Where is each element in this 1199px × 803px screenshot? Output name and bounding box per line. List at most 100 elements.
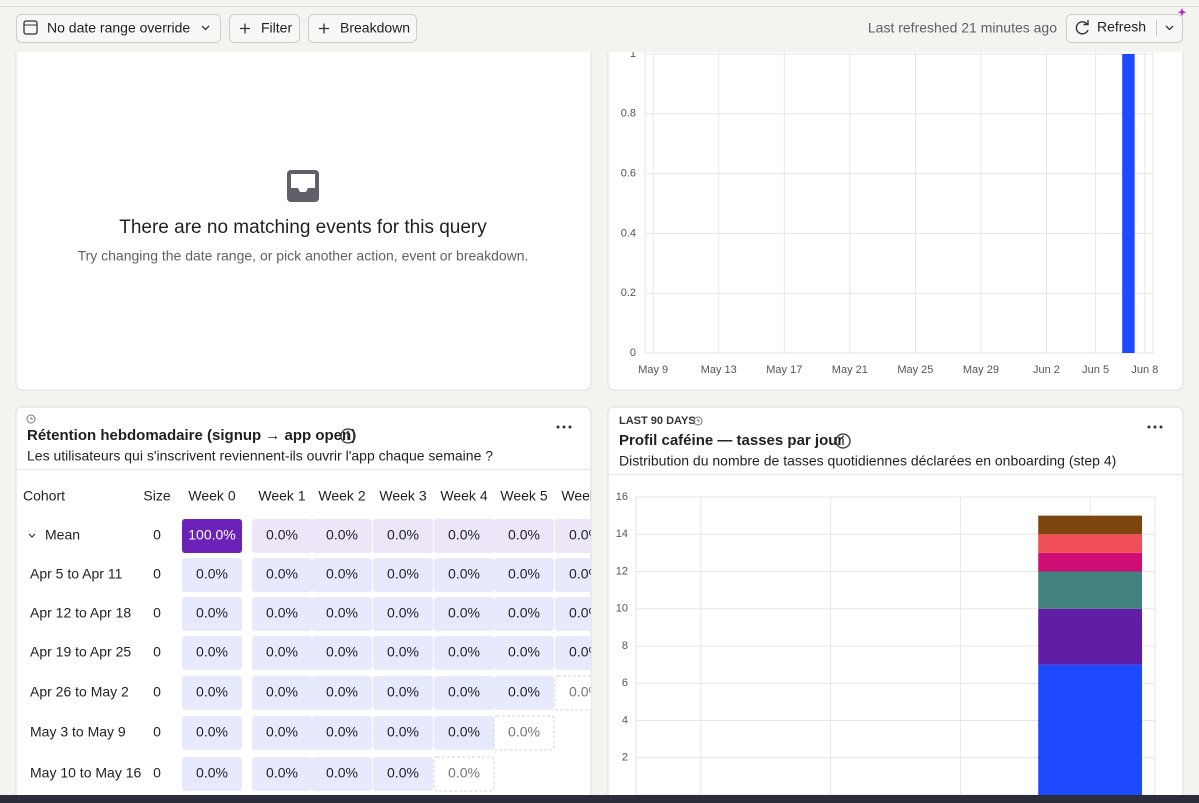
- retention-cell: [554, 675, 591, 711]
- retention-cell: [373, 558, 433, 592]
- y-tick-label: 10: [616, 603, 628, 615]
- empty-message: Try changing the date range, or pick ano…: [78, 248, 529, 264]
- bar-segment: [1038, 664, 1143, 795]
- refresh-label[interactable]: Refresh: [1097, 19, 1146, 35]
- calendar-icon: [23, 20, 38, 35]
- retention-cell: [312, 757, 372, 791]
- retention-value: 0.0%: [326, 684, 358, 700]
- retention-value: 0.0%: [448, 527, 480, 543]
- period-label: LAST 90 DAYS: [619, 415, 696, 427]
- bar: [1122, 54, 1135, 353]
- retention-cell: [182, 558, 242, 592]
- y-tick-label: 12: [616, 565, 628, 577]
- date-range-button[interactable]: [16, 14, 221, 43]
- cohort-label: Apr 5 to Apr 11: [30, 566, 123, 582]
- retention-cell: [494, 519, 554, 553]
- cohort-size: 0: [153, 724, 161, 740]
- bar-segment: [1038, 534, 1143, 553]
- retention-value: 0.0%: [196, 605, 228, 621]
- retention-value: 0.0%: [196, 566, 228, 582]
- more-menu[interactable]: [556, 425, 572, 429]
- retention-value: 0.0%: [196, 644, 228, 660]
- retention-cell: [373, 757, 433, 791]
- cohort-label: Mean: [45, 527, 80, 543]
- collapse-chevron: [28, 533, 36, 538]
- retention-cell: [494, 676, 554, 710]
- breakdown-label[interactable]: Breakdown: [340, 20, 410, 36]
- more-menu[interactable]: [1147, 425, 1163, 429]
- x-tick-label: May 29: [963, 364, 999, 376]
- column-header: Size: [143, 488, 170, 504]
- retention-cell: [493, 715, 555, 751]
- cohort-label: Apr 12 to Apr 18: [30, 605, 131, 621]
- x-tick-label: May 25: [897, 364, 933, 376]
- cohort-label: May 3 to May 9: [30, 724, 126, 740]
- y-tick-label: 0.2: [621, 287, 636, 299]
- plus-icon: [240, 23, 250, 34]
- trend-card: [607, 29, 1184, 391]
- retention-value: 0.0%: [448, 605, 480, 621]
- x-tick-label: Jun 5: [1082, 364, 1109, 376]
- y-tick-label: 16: [616, 491, 628, 503]
- retention-title: Rétention hebdomadaire (signup → app ope…: [27, 427, 356, 444]
- date-range-label[interactable]: No date range override: [47, 20, 190, 36]
- retention-value: 0.0%: [266, 644, 298, 660]
- retention-value: 0.0%: [196, 724, 228, 740]
- retention-cell: [252, 716, 312, 750]
- retention-value: 0.0%: [266, 724, 298, 740]
- retention-value: 0.0%: [508, 605, 540, 621]
- retention-value: 0.0%: [508, 684, 540, 700]
- retention-value: 0.0%: [508, 566, 540, 582]
- retention-value: 0.0%: [326, 605, 358, 621]
- retention-cell: [434, 636, 494, 670]
- retention-cell: [252, 676, 312, 710]
- retention-value: 0.0%: [266, 765, 298, 781]
- x-tick-label: May 17: [766, 364, 802, 376]
- retention-value: 0.0%: [266, 605, 298, 621]
- retention-cell: [182, 716, 242, 750]
- retention-cell: [494, 597, 554, 631]
- retention-cell: [252, 757, 312, 791]
- retention-cell: [434, 716, 494, 750]
- sparkle-icon[interactable]: [1177, 8, 1187, 17]
- refresh-icon: [1075, 20, 1089, 35]
- retention-value: 0.0%: [448, 765, 480, 781]
- column-header: Week 2: [318, 488, 365, 504]
- x-tick-label: May 9: [638, 364, 668, 376]
- retention-value: 0.0%: [448, 724, 480, 740]
- column-header: Week 6: [561, 488, 608, 504]
- y-tick-label: 0.6: [621, 168, 636, 180]
- retention-value: 0.0%: [266, 684, 298, 700]
- retention-value: 0.0%: [508, 724, 540, 740]
- retention-value: 0.0%: [448, 684, 480, 700]
- filter-button[interactable]: [229, 14, 300, 43]
- retention-cell: [373, 519, 433, 553]
- cohort-size: 0: [153, 605, 161, 621]
- last-refreshed: Last refreshed 21 minutes ago: [868, 20, 1057, 36]
- cohort-label: Apr 19 to Apr 25: [30, 644, 131, 660]
- cohort-size: 0: [153, 644, 161, 660]
- retention-value: 0.0%: [326, 566, 358, 582]
- retention-value: 0.0%: [196, 765, 228, 781]
- y-tick-label: 1: [630, 48, 636, 60]
- retention-cell: [373, 597, 433, 631]
- retention-cell: [252, 558, 312, 592]
- retention-value: 0.0%: [326, 644, 358, 660]
- breakdown-button[interactable]: [308, 14, 417, 43]
- retention-value: 0.0%: [569, 644, 601, 660]
- retention-value: 0.0%: [266, 566, 298, 582]
- retention-cell: [434, 597, 494, 631]
- retention-description: Les utilisateurs qui s'inscrivent revien…: [27, 448, 493, 464]
- chevron[interactable]: [1165, 25, 1174, 31]
- cohort-label: Apr 26 to May 2: [30, 684, 129, 700]
- retention-value: 0.0%: [326, 765, 358, 781]
- retention-value: 0.0%: [266, 527, 298, 543]
- retention-value: 0.0%: [326, 724, 358, 740]
- filter-label[interactable]: Filter: [261, 20, 292, 36]
- retention-cell: [312, 597, 372, 631]
- column-header: Cohort: [23, 488, 65, 504]
- column-header: Week 1: [258, 488, 305, 504]
- refresh-button[interactable]: [1066, 14, 1183, 43]
- x-tick-label: May 21: [832, 364, 868, 376]
- retention-cell: [373, 636, 433, 670]
